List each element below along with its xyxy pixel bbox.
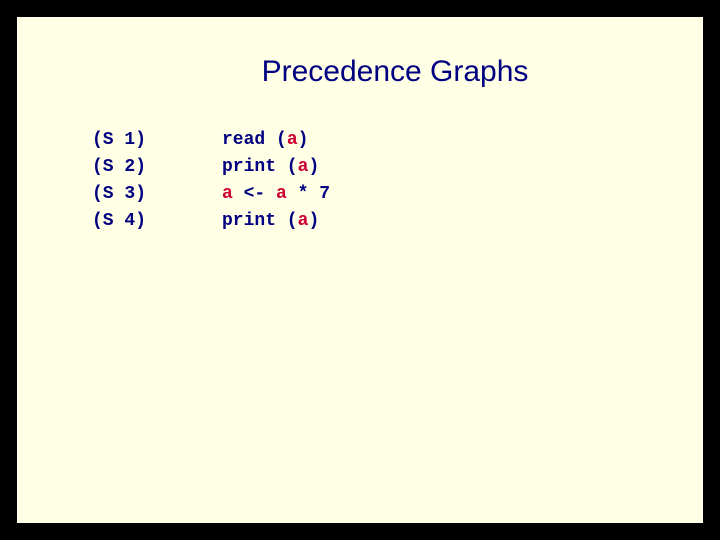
slide-title: Precedence Graphs [127, 55, 663, 89]
code-text: print ( [222, 211, 298, 231]
code-row: (S 1) read (a) [92, 127, 663, 154]
code-row: (S 2) print (a) [92, 154, 663, 181]
statement-code: a <- a * 7 [222, 181, 330, 208]
slide-frame: Precedence Graphs (S 1) read (a) (S 2) p… [15, 15, 705, 525]
code-text: ) [308, 211, 319, 231]
code-highlight: a [298, 157, 309, 177]
statement-label: (S 1) [92, 127, 222, 154]
statement-code: print (a) [222, 208, 319, 235]
code-row: (S 4) print (a) [92, 208, 663, 235]
code-highlight: a [298, 211, 309, 231]
code-text: * 7 [287, 184, 330, 204]
code-text: read ( [222, 130, 287, 150]
statement-code: print (a) [222, 154, 319, 181]
statement-label: (S 3) [92, 181, 222, 208]
code-text: <- [233, 184, 276, 204]
code-text: ) [308, 157, 319, 177]
code-row: (S 3) a <- a * 7 [92, 181, 663, 208]
code-block: (S 1) read (a) (S 2) print (a) (S 3) a <… [92, 127, 663, 235]
code-highlight: a [222, 184, 233, 204]
code-highlight: a [287, 130, 298, 150]
statement-label: (S 4) [92, 208, 222, 235]
statement-code: read (a) [222, 127, 308, 154]
code-text: ) [298, 130, 309, 150]
code-text: print ( [222, 157, 298, 177]
statement-label: (S 2) [92, 154, 222, 181]
code-highlight: a [276, 184, 287, 204]
